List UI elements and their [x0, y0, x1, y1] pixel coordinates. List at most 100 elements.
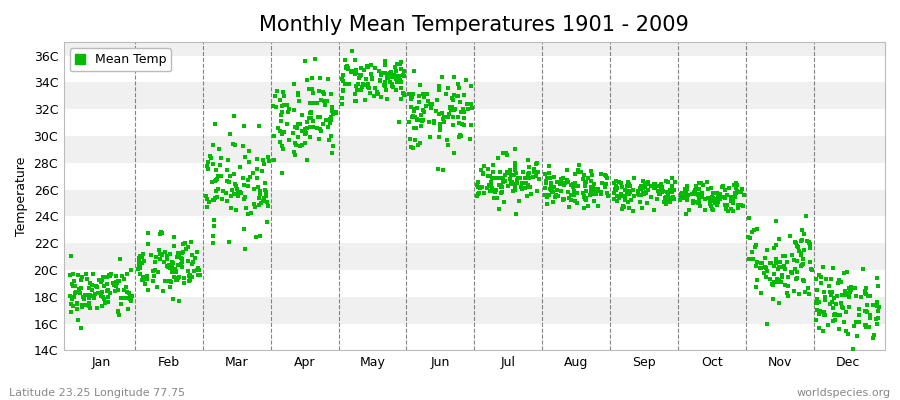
Point: [238, 246, 252, 252]
Point: [472, 190, 486, 196]
Point: [107, 280, 122, 287]
Point: [252, 195, 266, 201]
Point: [662, 199, 677, 205]
Point: [749, 284, 763, 290]
Point: [160, 262, 175, 269]
Point: [480, 185, 494, 192]
Point: [325, 149, 339, 156]
Point: [626, 186, 641, 193]
Point: [717, 195, 732, 202]
Point: [586, 188, 600, 194]
Point: [119, 284, 133, 290]
Point: [470, 193, 484, 199]
Point: [586, 185, 600, 191]
Point: [627, 192, 642, 199]
Point: [378, 70, 392, 76]
Point: [788, 239, 802, 246]
Point: [489, 186, 503, 193]
Point: [407, 124, 421, 131]
Point: [666, 187, 680, 193]
Point: [584, 188, 598, 194]
Point: [383, 69, 398, 75]
Point: [242, 148, 256, 155]
Point: [487, 195, 501, 201]
Point: [209, 187, 223, 194]
Point: [610, 198, 625, 204]
Point: [65, 281, 79, 288]
Point: [494, 184, 508, 190]
Bar: [64, 163, 885, 190]
Point: [89, 282, 104, 289]
Point: [227, 190, 241, 197]
Point: [141, 241, 156, 247]
Point: [397, 68, 411, 74]
Point: [82, 302, 96, 308]
Point: [184, 260, 199, 267]
Point: [780, 274, 795, 280]
Point: [624, 197, 638, 203]
Point: [749, 242, 763, 248]
Point: [323, 113, 338, 120]
Point: [525, 190, 539, 197]
Point: [364, 62, 379, 68]
Point: [305, 124, 320, 131]
Point: [348, 98, 363, 105]
Point: [493, 190, 508, 196]
Point: [64, 308, 78, 315]
Point: [450, 92, 464, 99]
Point: [544, 184, 559, 190]
Point: [805, 267, 819, 273]
Point: [393, 58, 408, 65]
Point: [88, 291, 103, 298]
Point: [568, 180, 582, 186]
Point: [191, 264, 205, 271]
Point: [526, 169, 541, 176]
Point: [773, 259, 788, 265]
Point: [843, 284, 858, 291]
Point: [374, 72, 388, 78]
Point: [794, 252, 808, 259]
Point: [458, 77, 473, 83]
Point: [660, 189, 674, 195]
Point: [725, 200, 740, 206]
Point: [706, 195, 720, 202]
Point: [767, 270, 781, 277]
Point: [680, 186, 695, 192]
Point: [491, 182, 506, 188]
Point: [394, 78, 409, 85]
Point: [254, 200, 268, 206]
Point: [454, 108, 468, 115]
Point: [348, 66, 363, 73]
Point: [634, 185, 649, 191]
Point: [107, 288, 122, 294]
Text: Latitude 23.25 Longitude 77.75: Latitude 23.25 Longitude 77.75: [9, 388, 185, 398]
Point: [652, 190, 666, 197]
Point: [412, 99, 427, 105]
Point: [124, 294, 139, 301]
Point: [488, 188, 502, 195]
Point: [287, 124, 302, 130]
Point: [156, 230, 170, 236]
Point: [706, 195, 721, 201]
Point: [556, 196, 571, 202]
Point: [121, 306, 135, 312]
Point: [167, 234, 182, 240]
Point: [356, 81, 370, 88]
Point: [461, 106, 475, 112]
Point: [64, 253, 78, 259]
Point: [477, 162, 491, 169]
Point: [796, 261, 810, 267]
Point: [140, 276, 154, 282]
Point: [720, 202, 734, 208]
Point: [347, 91, 362, 98]
Point: [302, 110, 317, 116]
Point: [616, 203, 630, 209]
Point: [325, 108, 339, 114]
Point: [763, 260, 778, 266]
Point: [730, 182, 744, 188]
Point: [674, 191, 688, 197]
Point: [219, 190, 233, 196]
Point: [653, 188, 668, 194]
Point: [362, 85, 376, 91]
Point: [742, 234, 756, 240]
